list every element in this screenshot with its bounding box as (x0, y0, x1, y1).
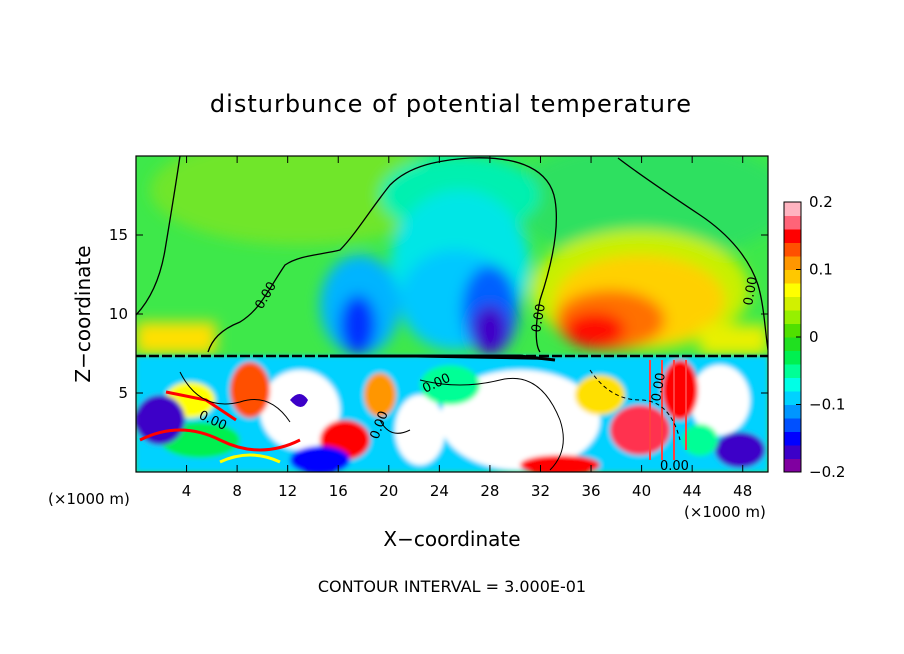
colorbar-swatch (784, 418, 801, 432)
x-axis-title: X−coordinate (383, 527, 520, 551)
colorbar-tick-label: 0.2 (809, 193, 833, 211)
colorbar-swatch (784, 364, 801, 378)
x-axis: 4 8 12 16 20 24 28 32 36 40 44 48 (182, 156, 752, 500)
colorbar-swatch (784, 283, 801, 297)
colorbar-tick-label: 0.1 (809, 261, 833, 279)
chart-title: disturbunce of potential temperature (210, 90, 692, 118)
contour-interval-note: CONTOUR INTERVAL = 3.000E-01 (318, 577, 586, 596)
colorbar-tick-label: −0.1 (809, 396, 845, 414)
x-tick-label: 36 (581, 482, 600, 500)
colorbar-swatch (784, 229, 801, 243)
x-tick-label: 40 (632, 482, 651, 500)
x-tick-label: 12 (278, 482, 297, 500)
colorbar-tick-label: −0.2 (809, 463, 845, 481)
x-tick-label: 20 (379, 482, 398, 500)
colorbar: 0.2 0.1 0 −0.1 −0.2 (783, 193, 845, 481)
x-unit-right: (×1000 m) (684, 503, 766, 521)
x-tick-label: 16 (329, 482, 348, 500)
contour-label: 0.00 (660, 459, 689, 474)
colorbar-tick-label: 0 (809, 328, 819, 346)
y-tick-label: 10 (109, 305, 128, 323)
x-tick-label: 4 (182, 482, 192, 500)
contour-label: 0.00 (529, 303, 549, 334)
x-tick-label: 24 (430, 482, 449, 500)
x-tick-label: 28 (480, 482, 499, 500)
x-unit-left: (×1000 m) (48, 490, 130, 508)
y-axis-title: Z−coordinate (71, 245, 95, 382)
x-tick-label: 48 (733, 482, 752, 500)
plot-area (136, 156, 768, 472)
x-tick-label: 8 (232, 482, 242, 500)
colorbar-swatch (784, 350, 801, 365)
colorbar-swatch (784, 391, 801, 405)
contour-label: 0.00 (649, 372, 669, 403)
colorbar-swatch (784, 377, 801, 392)
colorbar-swatch (784, 256, 801, 270)
colorbar-swatch (784, 269, 801, 284)
colorbar-swatch (784, 323, 801, 338)
y-tick-label: 15 (109, 226, 128, 244)
y-tick-label: 5 (118, 384, 128, 402)
colorbar-swatch (784, 337, 801, 351)
x-tick-label: 32 (531, 482, 550, 500)
colorbar-swatch (784, 431, 801, 446)
contour-label: 0.00 (741, 276, 761, 307)
x-tick-label: 44 (683, 482, 702, 500)
colorbar-swatch (784, 215, 801, 230)
colorbar-swatch (784, 202, 801, 216)
colorbar-swatch (784, 445, 801, 459)
colorbar-swatch (784, 310, 801, 324)
colorbar-swatch (784, 296, 801, 311)
y-axis: 5 10 15 (109, 226, 768, 402)
colorbar-swatch (784, 404, 801, 419)
contour-labels: 0.00 0.00 0.00 0.00 0.00 0.00 0.00 0.00 (196, 276, 761, 474)
colorbar-swatch (784, 458, 801, 473)
colorbar-swatch (784, 242, 801, 257)
